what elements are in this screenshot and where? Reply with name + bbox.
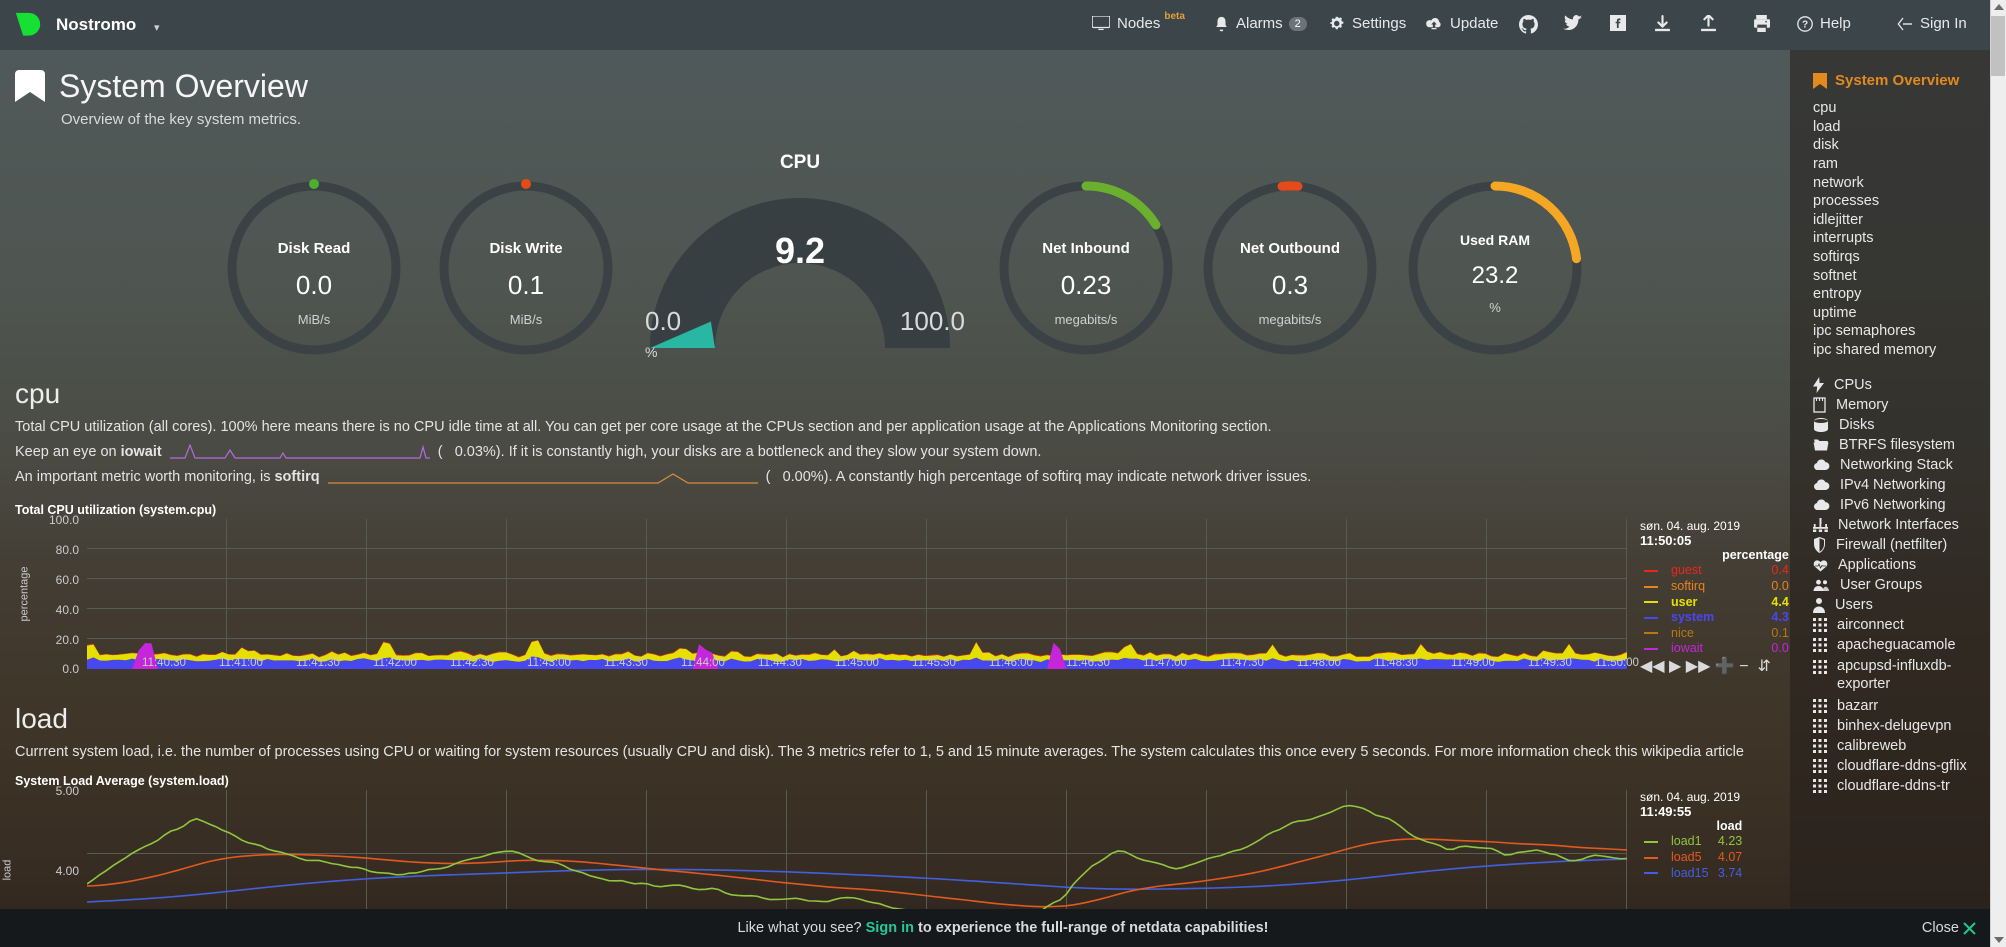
svg-text:?: ? [1802,19,1808,30]
